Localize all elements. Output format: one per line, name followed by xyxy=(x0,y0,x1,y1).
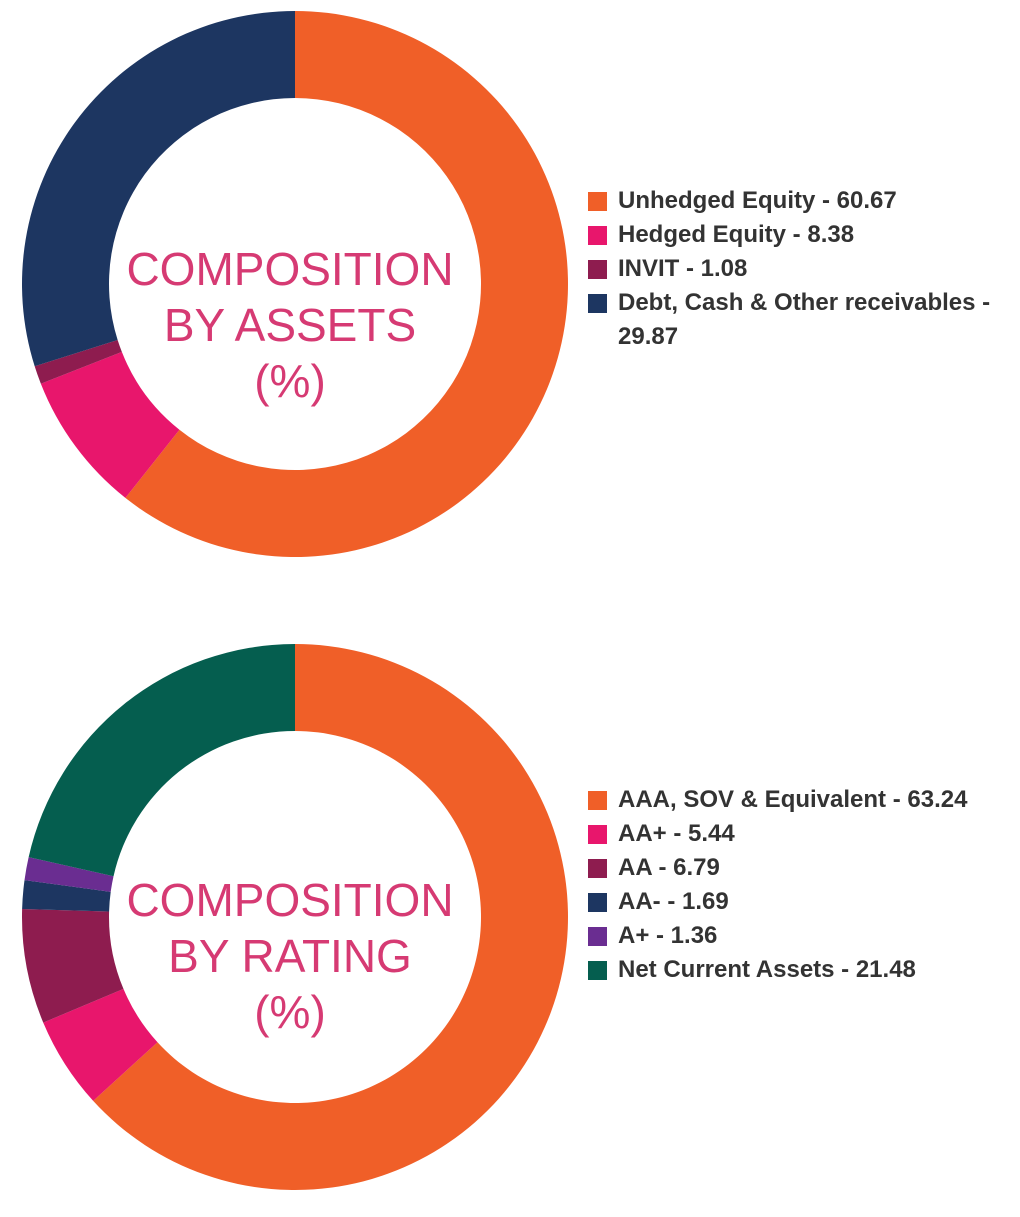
legend-label: AA - 6.79 xyxy=(618,854,720,881)
rating-title-line-2: BY RATING xyxy=(168,930,412,982)
legend-swatch xyxy=(588,294,607,313)
assets-title-line-3: (%) xyxy=(254,355,326,407)
donut-slice-0-1 xyxy=(40,351,180,498)
legend-label: A+ - 1.36 xyxy=(618,922,718,949)
legend-label: Net Current Assets - 21.48 xyxy=(618,956,916,983)
legend-label: Hedged Equity - 8.38 xyxy=(618,221,855,248)
legend-label: AA- - 1.69 xyxy=(618,888,729,915)
rating-donut xyxy=(21,644,568,1190)
rating-center-title: COMPOSITION BY RATING (%) xyxy=(100,872,480,1040)
legend-item-aa-minus: AA- - 1.69 xyxy=(588,885,1018,919)
donut-slice-1-0 xyxy=(93,644,568,1190)
assets-donut xyxy=(21,11,569,557)
legend-item-a-plus: A+ - 1.36 xyxy=(588,919,1018,953)
rating-legend: AAA, SOV & Equivalent - 63.24 AA+ - 5.44… xyxy=(588,783,1018,987)
legend-swatch xyxy=(588,859,607,878)
legend-label: INVIT - 1.08 xyxy=(618,255,748,282)
legend-swatch xyxy=(588,893,607,912)
legend-label: AA+ - 5.44 xyxy=(618,820,735,847)
donut-slice-1-4 xyxy=(24,857,114,892)
assets-center-title: COMPOSITION BY ASSETS (%) xyxy=(100,241,480,409)
assets-title-line-1: COMPOSITION xyxy=(126,243,454,295)
legend-item-hedged-equity: Hedged Equity - 8.38 xyxy=(588,218,1018,252)
rating-title-line-1: COMPOSITION xyxy=(126,874,454,926)
rating-title-line-3: (%) xyxy=(254,986,326,1038)
legend-item-aa: AA - 6.79 xyxy=(588,851,1018,885)
donut-slice-0-0 xyxy=(125,11,569,557)
donut-slice-0-3 xyxy=(21,11,296,367)
rating-chart: COMPOSITION BY RATING (%) AAA, SOV & Equ… xyxy=(0,630,1020,1210)
donut-slice-1-3 xyxy=(22,880,111,912)
legend-label: Unhedged Equity - 60.67 xyxy=(618,187,897,214)
legend-swatch xyxy=(588,961,607,980)
legend-swatch xyxy=(588,260,607,279)
legend-swatch xyxy=(588,192,607,211)
legend-swatch xyxy=(588,226,607,245)
donut-slice-1-2 xyxy=(21,908,124,1023)
legend-item-aaa-sov: AAA, SOV & Equivalent - 63.24 xyxy=(588,783,1018,817)
donut-slice-1-5 xyxy=(28,644,295,877)
donut-slice-0-2 xyxy=(34,340,122,384)
donut-slice-1-1 xyxy=(43,988,158,1101)
legend-item-invit: INVIT - 1.08 xyxy=(588,252,1018,286)
legend-item-aa-plus: AA+ - 5.44 xyxy=(588,817,1018,851)
assets-legend: Unhedged Equity - 60.67 Hedged Equity - … xyxy=(588,184,1018,354)
legend-item-debt-cash: Debt, Cash & Other receivables - 29.87 xyxy=(588,286,1018,354)
legend-label: AAA, SOV & Equivalent - 63.24 xyxy=(618,786,968,813)
legend-item-unhedged-equity: Unhedged Equity - 60.67 xyxy=(588,184,1018,218)
legend-label: Debt, Cash & Other receivables - 29.87 xyxy=(618,289,991,350)
assets-title-line-2: BY ASSETS xyxy=(163,299,417,351)
legend-item-net-current-assets: Net Current Assets - 21.48 xyxy=(588,953,1018,987)
legend-swatch xyxy=(588,791,607,810)
legend-swatch xyxy=(588,825,607,844)
legend-swatch xyxy=(588,927,607,946)
assets-chart: COMPOSITION BY ASSETS (%) Unhedged Equit… xyxy=(0,0,1020,570)
